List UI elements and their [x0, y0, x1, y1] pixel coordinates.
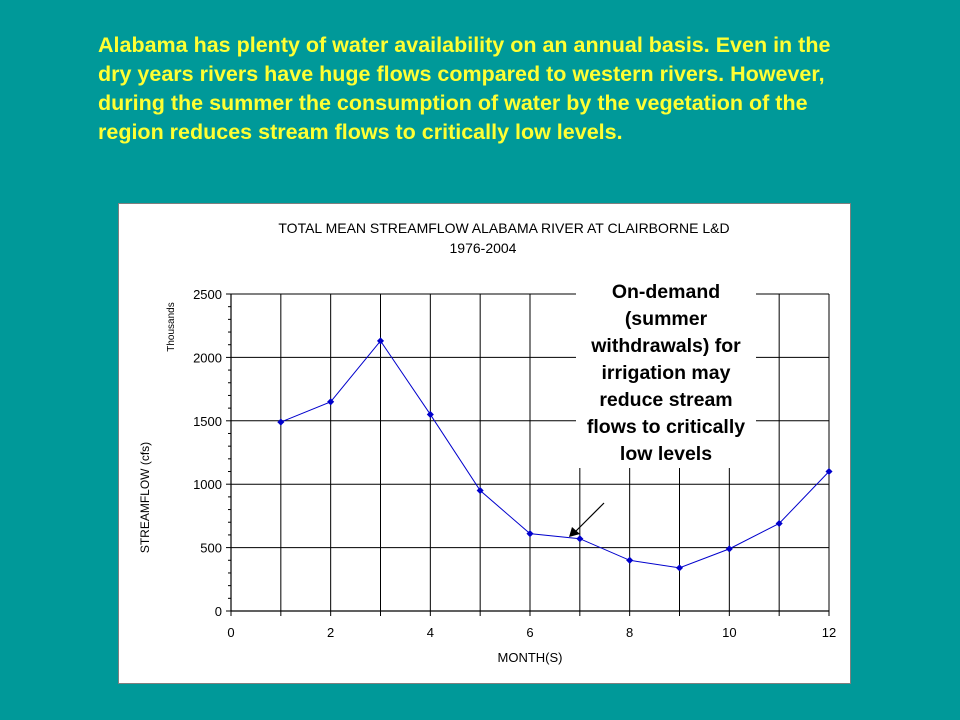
y-unit-label: Thousands — [166, 302, 177, 351]
data-point — [277, 418, 285, 426]
x-tick-label: 0 — [227, 625, 234, 640]
y-tick-label: 2500 — [193, 287, 222, 302]
callout-arrow — [569, 502, 605, 537]
chart-panel: TOTAL MEAN STREAMFLOW ALABAMA RIVER AT C… — [118, 203, 851, 684]
y-axis-label: STREAMFLOW (cfs) — [138, 442, 152, 553]
series-line — [280, 340, 830, 569]
y-tick-label: 2000 — [193, 350, 222, 365]
chart-title: TOTAL MEAN STREAMFLOW ALABAMA RIVER AT C… — [278, 220, 729, 236]
tick-labels: 0 500 1000 1500 2000 2500 0 2 4 6 8 10 12 — [193, 287, 836, 640]
data-point — [476, 487, 484, 495]
data-point — [775, 519, 783, 528]
data-point — [426, 410, 434, 418]
callout-text: On-demand (summer withdrawals) for irrig… — [576, 279, 756, 468]
y-tick-label: 1000 — [193, 477, 222, 492]
x-axis-label: MONTH(S) — [498, 650, 563, 665]
x-tick-label: 2 — [327, 625, 334, 640]
data-point — [327, 398, 335, 406]
data-point — [576, 535, 584, 543]
y-tick-label: 1500 — [193, 414, 222, 429]
axes — [226, 293, 830, 616]
x-tick-label: 4 — [427, 625, 434, 640]
data-point — [675, 564, 684, 572]
x-tick-label: 10 — [722, 625, 736, 640]
y-tick-label: 0 — [215, 604, 222, 619]
data-point — [626, 556, 634, 564]
chart-subtitle: 1976-2004 — [450, 240, 517, 256]
data-point — [825, 467, 833, 476]
data-point — [526, 530, 534, 538]
data-point — [725, 545, 733, 553]
data-series — [277, 337, 833, 572]
streamflow-chart: TOTAL MEAN STREAMFLOW ALABAMA RIVER AT C… — [138, 220, 836, 665]
intro-paragraph: Alabama has plenty of water availability… — [98, 33, 831, 144]
y-tick-label: 500 — [200, 541, 222, 556]
x-tick-label: 12 — [822, 625, 836, 640]
data-point — [376, 337, 385, 345]
x-tick-label: 8 — [626, 625, 633, 640]
x-tick-label: 6 — [526, 625, 533, 640]
